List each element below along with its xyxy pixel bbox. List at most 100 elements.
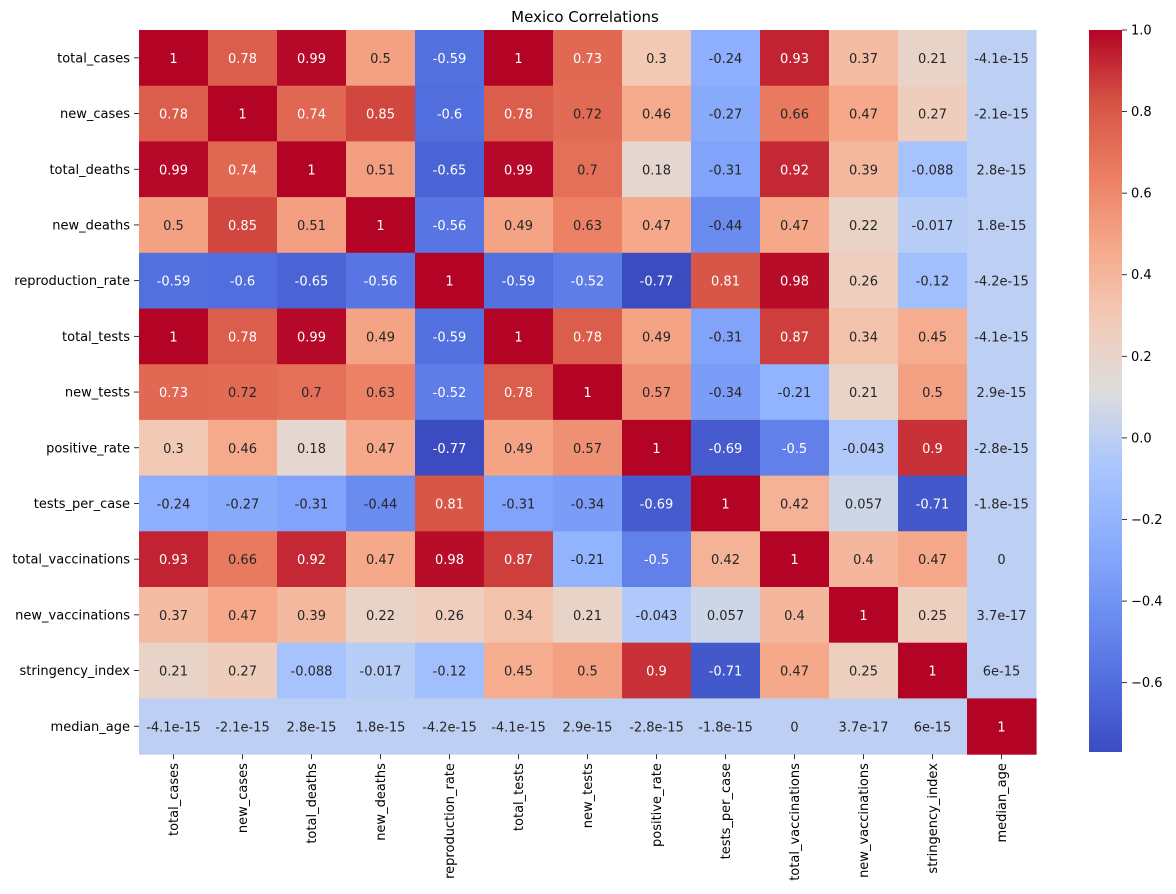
heatmap-cell bbox=[277, 252, 347, 310]
heatmap-cell bbox=[967, 642, 1037, 699]
heatmap-cell bbox=[553, 197, 623, 254]
heatmap-cell bbox=[553, 141, 623, 198]
cell-annotation: -0.6 bbox=[230, 275, 255, 290]
heatmap-cell bbox=[346, 364, 416, 421]
cell-annotation: 0.78 bbox=[228, 52, 257, 67]
cell-annotation: -0.5 bbox=[644, 553, 669, 568]
colorbar-tick-label: 0.0 bbox=[1131, 431, 1152, 446]
heatmap-cell bbox=[967, 85, 1037, 142]
cell-annotation: 1 bbox=[859, 609, 867, 624]
column-label: median_age bbox=[995, 763, 1010, 842]
cell-annotation: 1 bbox=[376, 219, 384, 234]
cell-annotation: 0.37 bbox=[849, 52, 878, 67]
cell-annotation: 0.47 bbox=[849, 108, 878, 123]
cell-annotation: 0.47 bbox=[918, 553, 947, 568]
row-label: tests_per_case bbox=[34, 497, 130, 512]
colorbar-tick-label: −0.2 bbox=[1131, 513, 1163, 528]
heatmap-cell bbox=[484, 30, 554, 87]
cell-annotation: 1.8e-15 bbox=[977, 219, 1027, 234]
cell-annotation: 0.99 bbox=[504, 163, 533, 178]
heatmap-cell bbox=[208, 197, 278, 254]
cell-annotation: -0.017 bbox=[360, 665, 402, 680]
cell-annotation: 1 bbox=[583, 386, 591, 401]
cell-annotation: 0.39 bbox=[849, 163, 878, 178]
cell-annotation: 0.4 bbox=[784, 609, 805, 624]
heatmap-cell bbox=[967, 531, 1037, 588]
heatmap-cell bbox=[829, 642, 899, 699]
row-label: total_vaccinations bbox=[12, 553, 130, 568]
cell-annotation: 0.7 bbox=[577, 163, 598, 178]
heatmap-cell bbox=[760, 364, 830, 421]
heatmap-cell bbox=[277, 85, 347, 142]
heatmap-cell bbox=[553, 587, 623, 644]
cell-annotation: 0.57 bbox=[573, 442, 602, 457]
heatmap-cell bbox=[967, 141, 1037, 198]
heatmap-cell bbox=[484, 308, 554, 365]
heatmap-cell bbox=[898, 475, 968, 532]
cell-annotation: 0.85 bbox=[228, 219, 257, 234]
column-label: tests_per_case bbox=[719, 763, 734, 859]
heatmap-cell bbox=[760, 308, 830, 365]
cell-annotation: 0.3 bbox=[646, 52, 667, 67]
cell-annotation: 0.057 bbox=[845, 497, 882, 512]
cell-annotation: 0.47 bbox=[780, 665, 809, 680]
heatmap-cell bbox=[898, 698, 968, 755]
heatmap-cell bbox=[415, 364, 485, 421]
cell-annotation: 0.66 bbox=[780, 108, 809, 123]
heatmap-cell bbox=[139, 642, 209, 699]
cell-annotation: 0.72 bbox=[573, 108, 602, 123]
cell-annotation: -0.017 bbox=[912, 219, 954, 234]
heatmap-cell bbox=[277, 141, 347, 198]
cell-annotation: 0.81 bbox=[435, 497, 464, 512]
cell-annotation: 1 bbox=[721, 497, 729, 512]
cell-annotation: 0.51 bbox=[366, 163, 395, 178]
cell-annotation: -0.27 bbox=[226, 497, 260, 512]
cell-annotation: 0.39 bbox=[297, 609, 326, 624]
cell-annotation: 0.92 bbox=[780, 163, 809, 178]
cell-annotation: 0.49 bbox=[504, 442, 533, 457]
cell-annotation: -0.59 bbox=[157, 275, 191, 290]
heatmap-cell bbox=[691, 308, 761, 365]
cell-annotation: 0.63 bbox=[573, 219, 602, 234]
cell-annotation: 1 bbox=[514, 52, 522, 67]
cell-annotation: 0.25 bbox=[918, 609, 947, 624]
heatmap-cell bbox=[139, 698, 209, 755]
heatmap-cell bbox=[415, 698, 485, 755]
cell-annotation: 0.5 bbox=[163, 219, 184, 234]
heatmap-cell bbox=[691, 364, 761, 421]
cell-annotation: 2.8e-15 bbox=[977, 163, 1027, 178]
cell-annotation: 0.25 bbox=[849, 665, 878, 680]
heatmap-cell bbox=[484, 419, 554, 477]
heatmap-cell bbox=[346, 197, 416, 254]
heatmap-cell bbox=[139, 141, 209, 198]
cell-annotation: 0.78 bbox=[573, 330, 602, 345]
cell-annotation: -0.043 bbox=[636, 609, 678, 624]
column-label: new_deaths bbox=[374, 763, 389, 841]
heatmap-cell bbox=[415, 419, 485, 477]
heatmap-cell bbox=[967, 30, 1037, 87]
colorbar: 1.0 0.8 0.6 0.4 0.2 0.0 −0.2 −0.4 −0.6 bbox=[1089, 24, 1163, 752]
cell-annotation: 0.87 bbox=[504, 553, 533, 568]
cell-annotation: -0.44 bbox=[709, 219, 743, 234]
heatmap-cell bbox=[829, 141, 899, 198]
cell-annotation: -0.69 bbox=[640, 497, 674, 512]
cell-annotation: -4.2e-15 bbox=[974, 275, 1029, 290]
heatmap-cell bbox=[622, 531, 692, 588]
heatmap-cell bbox=[208, 85, 278, 142]
heatmap-cell bbox=[967, 475, 1037, 532]
heatmap-cell bbox=[622, 587, 692, 644]
heatmap-cell bbox=[898, 197, 968, 254]
cell-annotation: 1 bbox=[652, 442, 660, 457]
cell-annotation: 0.98 bbox=[780, 275, 809, 290]
heatmap-cell bbox=[829, 308, 899, 365]
cell-annotation: 0.27 bbox=[228, 665, 257, 680]
colorbar-tick-label: −0.4 bbox=[1131, 595, 1163, 610]
cell-annotation: -0.6 bbox=[437, 108, 462, 123]
heatmap-cell bbox=[415, 85, 485, 142]
heatmap-cell bbox=[967, 364, 1037, 421]
row-label: total_cases bbox=[57, 51, 130, 66]
cell-annotation: -0.043 bbox=[843, 442, 885, 457]
heatmap-cell bbox=[484, 197, 554, 254]
cell-annotation: 0.22 bbox=[366, 609, 395, 624]
heatmap-cell bbox=[415, 531, 485, 588]
